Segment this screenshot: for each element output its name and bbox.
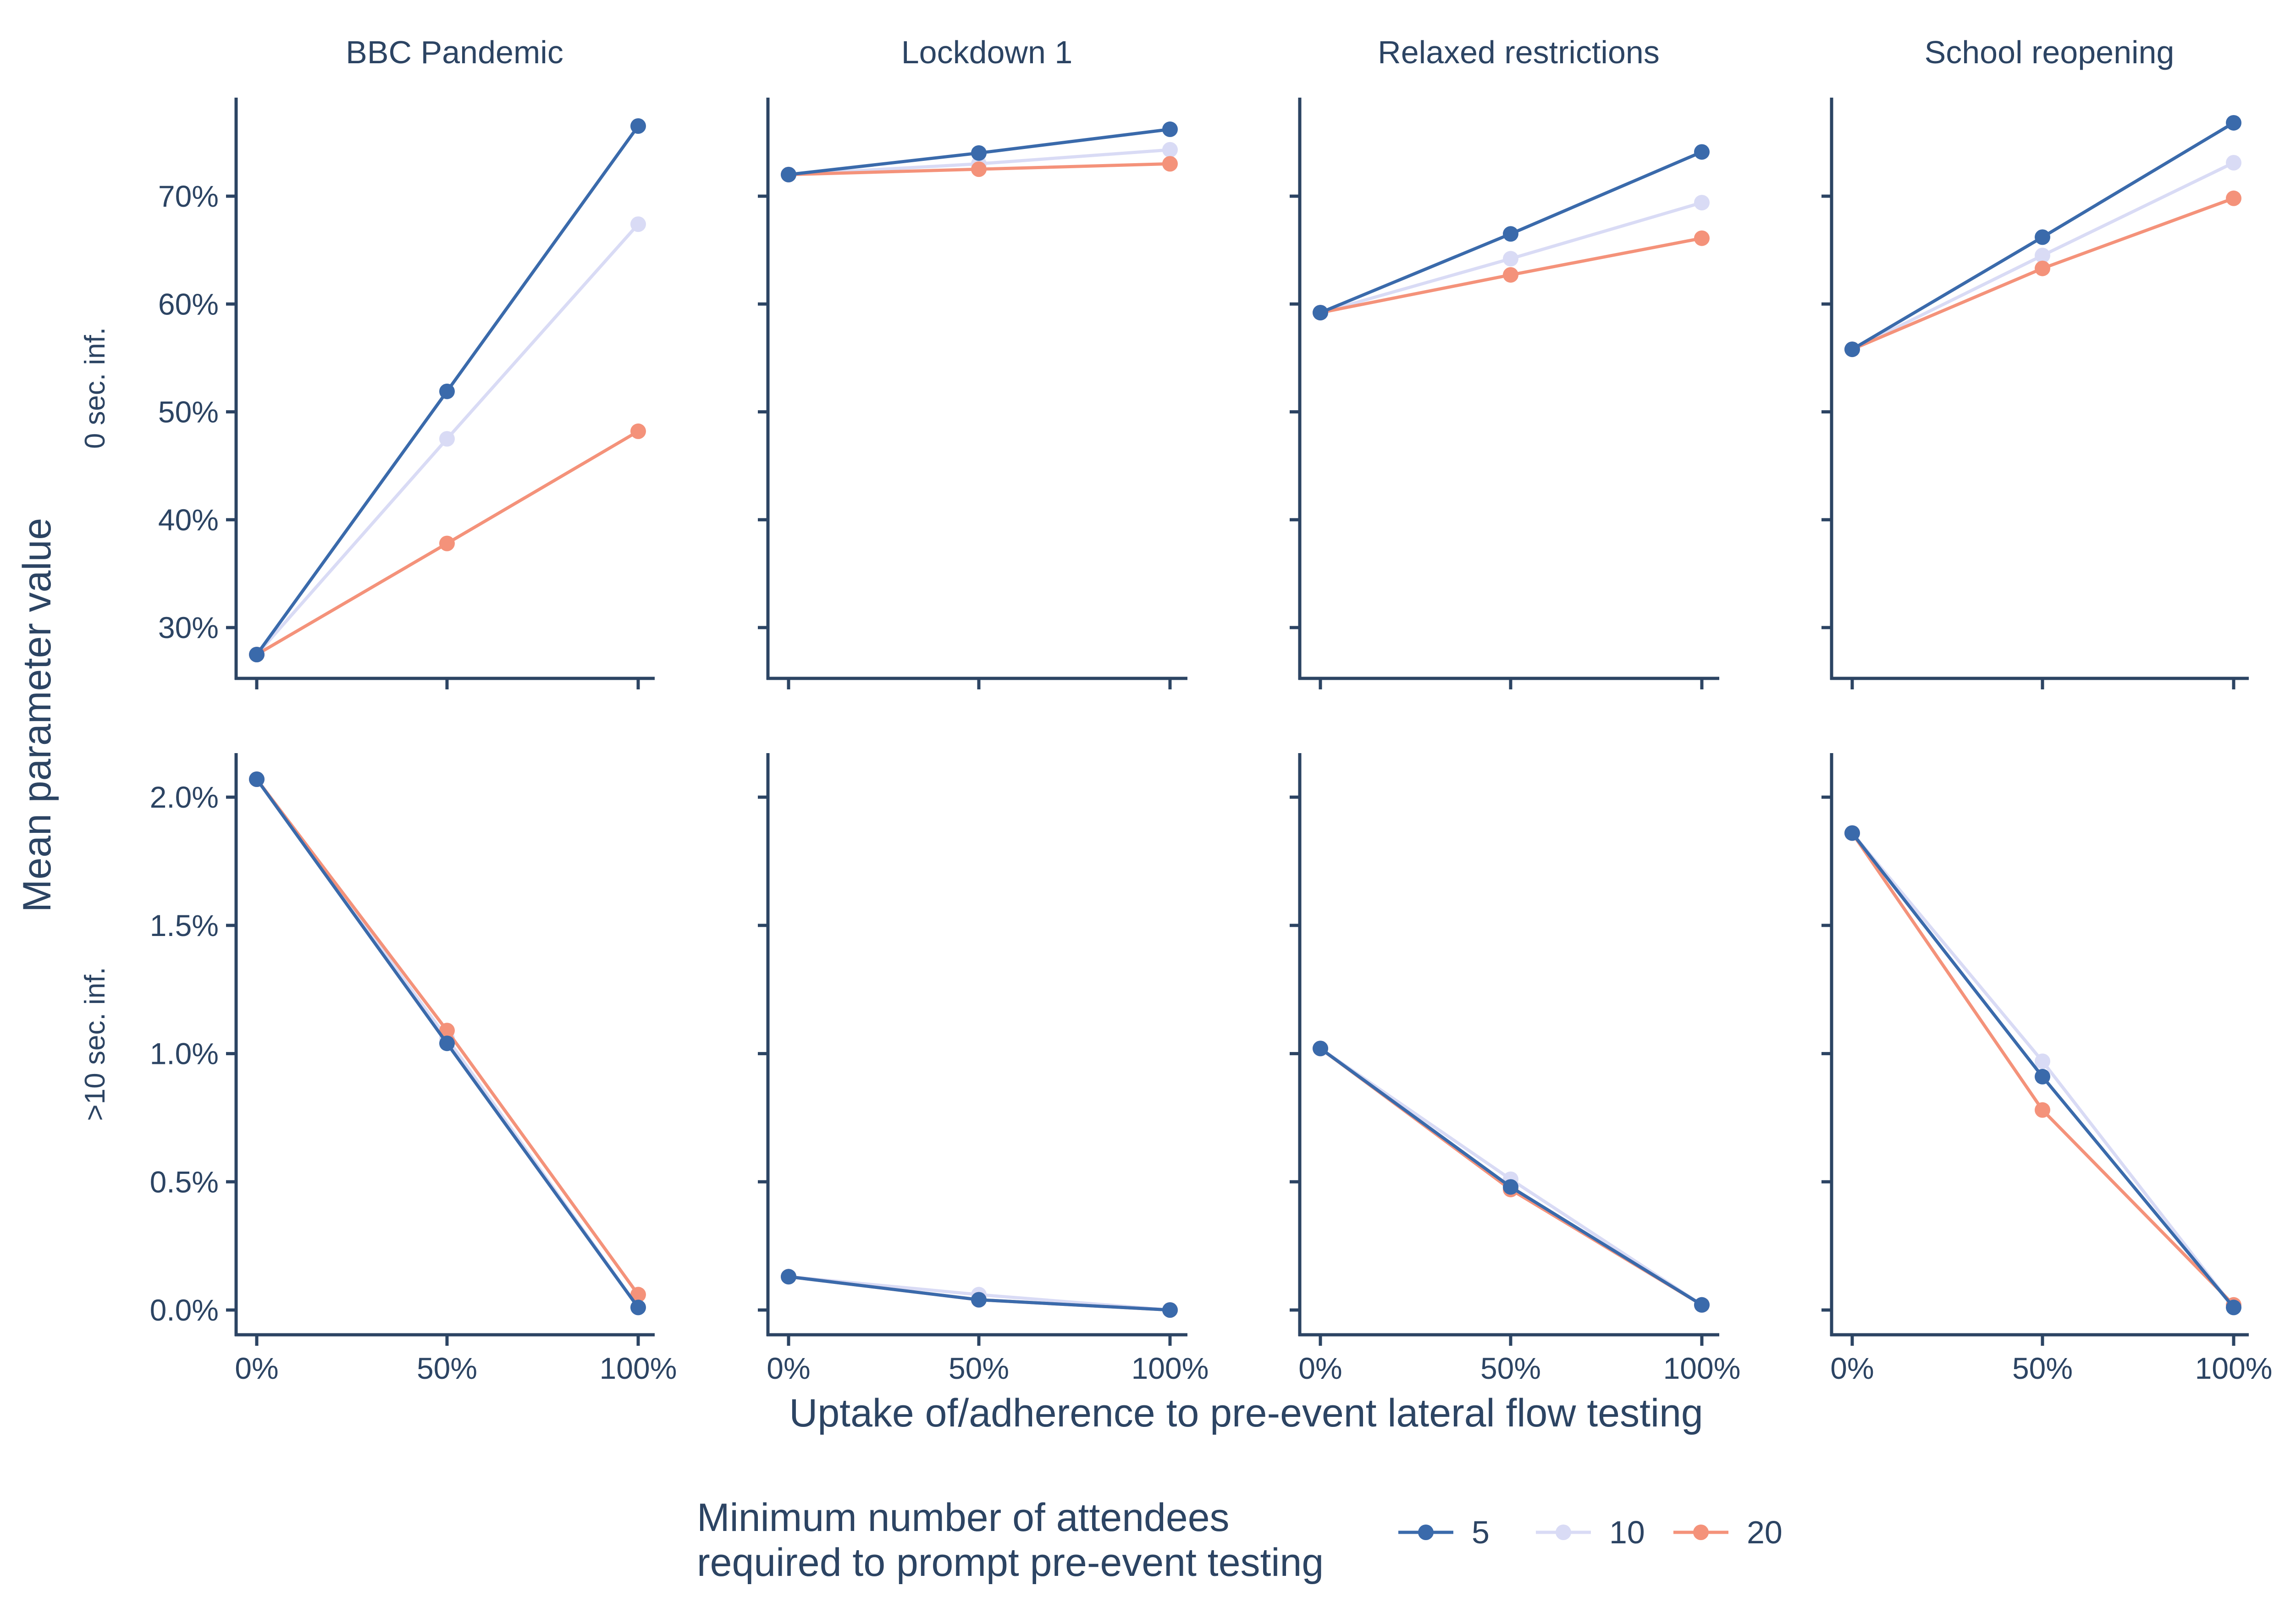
data-point-5 <box>1844 825 1860 841</box>
x-tick-label: 50% <box>1480 1351 1541 1385</box>
data-point-5 <box>2035 1068 2050 1085</box>
data-point-5 <box>1694 1297 1710 1313</box>
data-point-20 <box>971 161 987 177</box>
y-tick-label: 50% <box>158 395 219 429</box>
panel <box>1821 98 2249 689</box>
data-point-20 <box>630 1287 646 1303</box>
legend-label: 5 <box>1472 1514 1490 1550</box>
legend-title-line2: required to prompt pre-event testing <box>697 1541 1324 1585</box>
facet-title: Relaxed restrictions <box>1378 34 1660 70</box>
data-point-10 <box>1162 142 1178 158</box>
legend-item-5: 5 <box>1398 1514 1490 1550</box>
y-tick-label: 40% <box>158 503 219 537</box>
x-tick-label: 100% <box>600 1351 677 1385</box>
data-point-20 <box>1694 230 1710 246</box>
legend-key-marker <box>1693 1525 1709 1540</box>
data-point-5 <box>1694 144 1710 160</box>
data-point-20 <box>2035 1102 2050 1118</box>
data-point-10 <box>2035 1053 2050 1069</box>
legend-item-20: 20 <box>1673 1514 1783 1550</box>
x-tick-label: 0% <box>1298 1351 1342 1385</box>
legend-title-line1: Minimum number of attendees <box>697 1496 1230 1540</box>
data-point-20 <box>439 1023 455 1039</box>
data-point-5 <box>249 771 265 787</box>
data-point-10 <box>1503 251 1518 267</box>
data-point-5 <box>1503 226 1518 242</box>
x-tick-label: 0% <box>1830 1351 1874 1385</box>
data-point-5 <box>971 145 987 161</box>
data-point-20 <box>1162 156 1178 172</box>
legend-key-marker <box>1418 1525 1434 1540</box>
legend-label: 20 <box>1747 1514 1783 1550</box>
y-tick-label: 60% <box>158 287 219 321</box>
legend-items: 5 10 20 <box>1398 1514 1783 1550</box>
y-tick-label: 30% <box>158 611 219 644</box>
data-point-5 <box>1503 1179 1518 1195</box>
y-tick-label: 1.5% <box>150 908 219 942</box>
x-tick-label: 50% <box>2012 1351 2073 1385</box>
panel <box>1290 98 1719 689</box>
data-point-5 <box>1313 1040 1328 1057</box>
data-point-5 <box>1162 1302 1178 1318</box>
row-strip-label: >10 sec. inf. <box>79 967 111 1121</box>
data-point-5 <box>630 118 646 134</box>
panel: 30% 40% 50% 60% 70% <box>158 98 655 689</box>
x-tick-label: 100% <box>2195 1351 2273 1385</box>
data-point-5 <box>2226 115 2241 131</box>
legend-key-marker <box>1556 1525 1571 1540</box>
data-point-5 <box>249 647 265 662</box>
data-point-20 <box>2226 190 2241 206</box>
y-tick-label: 70% <box>158 179 219 213</box>
chart-panels: BBC Pandemic Lockdown 1 Relaxed restrictio… <box>79 34 2272 1385</box>
data-point-10 <box>2226 155 2241 171</box>
legend-label: 10 <box>1609 1514 1645 1550</box>
data-point-20 <box>1503 267 1518 283</box>
data-point-5 <box>781 1269 796 1285</box>
data-point-20 <box>630 423 646 439</box>
row-strip-label: 0 sec. inf. <box>79 327 111 449</box>
data-point-10 <box>1694 195 1710 211</box>
data-point-5 <box>2035 229 2050 245</box>
data-point-5 <box>439 1035 455 1051</box>
y-axis-title: Mean parameter value <box>15 518 59 912</box>
x-axis-title: Uptake of/adherence to pre-event lateral… <box>789 1391 1703 1435</box>
data-point-5 <box>2226 1299 2241 1316</box>
legend-item-10: 10 <box>1536 1514 1645 1550</box>
data-point-10 <box>439 431 455 447</box>
x-tick-label: 0% <box>767 1351 810 1385</box>
data-point-5 <box>1844 341 1860 358</box>
data-point-5 <box>1313 305 1328 321</box>
x-tick-label: 100% <box>1131 1351 1209 1385</box>
data-point-5 <box>439 383 455 399</box>
data-point-5 <box>630 1299 646 1316</box>
data-point-5 <box>1162 121 1178 138</box>
facet-title: School reopening <box>1925 34 2175 70</box>
x-tick-label: 50% <box>417 1351 477 1385</box>
x-tick-label: 0% <box>235 1351 278 1385</box>
legend: Minimum number of attendees required to … <box>697 1496 1783 1585</box>
panel: 0% 50% 100% <box>1290 753 1740 1385</box>
x-tick-label: 50% <box>949 1351 1009 1385</box>
panel: 0% 50% 100% <box>1821 753 2272 1385</box>
panel: 0.0% 0.5% 1.0% 1.5% 2.0% 0% 50% 100% <box>150 753 677 1385</box>
panel <box>758 98 1187 689</box>
x-tick-label: 100% <box>1663 1351 1741 1385</box>
data-point-5 <box>971 1292 987 1308</box>
data-point-10 <box>2035 248 2050 264</box>
data-point-5 <box>781 166 796 182</box>
y-tick-label: 2.0% <box>150 780 219 814</box>
data-point-20 <box>439 535 455 551</box>
y-tick-label: 0.5% <box>150 1165 219 1199</box>
facet-title: BBC Pandemic <box>346 34 563 70</box>
facet-title: Lockdown 1 <box>901 34 1073 70</box>
data-point-10 <box>630 216 646 232</box>
panel: 0% 50% 100% <box>758 753 1209 1385</box>
y-tick-label: 1.0% <box>150 1037 219 1071</box>
y-tick-label: 0.0% <box>150 1293 219 1327</box>
data-point-20 <box>2035 260 2050 276</box>
